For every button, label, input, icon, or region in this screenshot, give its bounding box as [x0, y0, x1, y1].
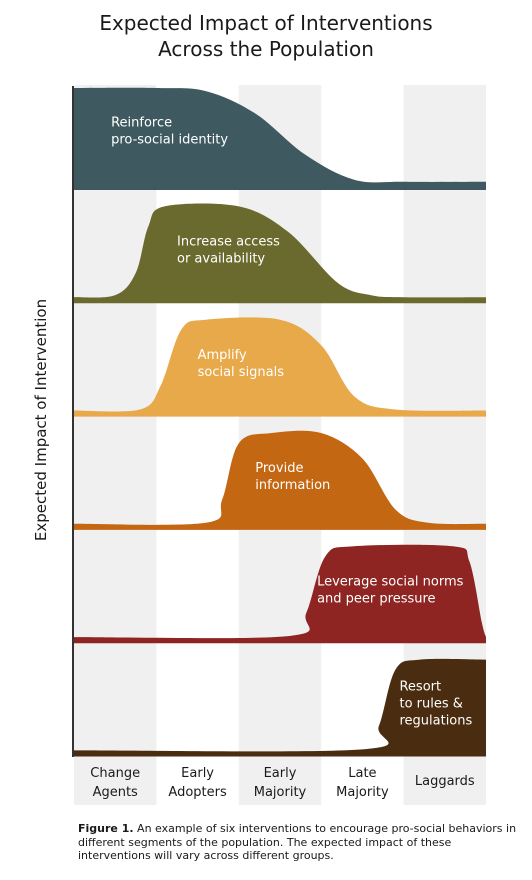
category-label: Early — [181, 766, 214, 781]
series-label: Provide — [255, 461, 303, 476]
caption-text: An example of six interventions to encou… — [78, 822, 516, 862]
category-label: Early — [264, 766, 297, 781]
category-label: Majority — [254, 785, 307, 800]
category-label: Adopters — [168, 785, 227, 800]
category-label: Agents — [93, 785, 138, 800]
category-label: Change — [90, 766, 140, 781]
series-label: and peer pressure — [317, 592, 435, 607]
category-label: Late — [348, 766, 376, 781]
series-label: or availability — [177, 252, 265, 267]
y-axis-label: Expected Impact of Intervention — [32, 299, 50, 541]
category-label: Majority — [336, 785, 389, 800]
series-label: Increase access — [177, 235, 280, 250]
series-label: social signals — [198, 365, 285, 380]
series-label: Amplify — [198, 348, 247, 363]
series-label: to rules & — [399, 696, 462, 711]
chart-title-line: Expected Impact of Interventions — [99, 11, 432, 35]
figure-caption: Figure 1. An example of six intervention… — [78, 822, 518, 863]
series-label: Resort — [399, 679, 441, 694]
chart-title-line: Across the Population — [158, 37, 374, 61]
grid-band — [74, 85, 156, 805]
series-label: Leverage social norms — [317, 575, 464, 590]
category-label: Laggards — [415, 774, 475, 789]
series-label: Reinforce — [111, 115, 172, 130]
series-label: pro-social identity — [111, 132, 228, 147]
series-label: information — [255, 478, 330, 493]
caption-label: Figure 1. — [78, 822, 134, 835]
series-label: regulations — [399, 713, 472, 728]
